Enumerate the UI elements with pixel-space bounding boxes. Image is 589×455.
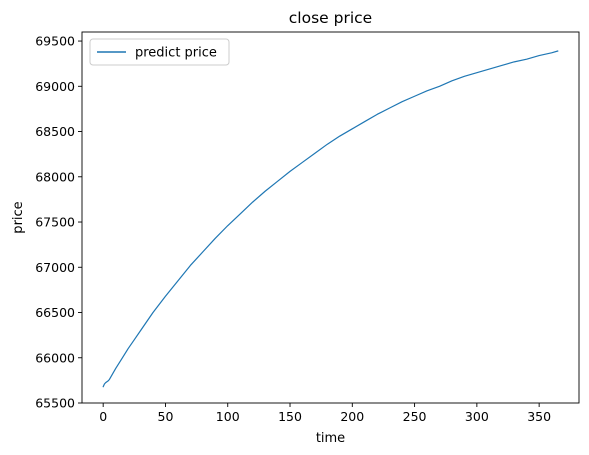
- x-tick-label-200: 200: [340, 409, 364, 424]
- y-tick-label-69000: 69000: [35, 79, 75, 94]
- x-axis-label: time: [316, 431, 345, 446]
- plot-area: [82, 32, 579, 403]
- y-tick-label-67500: 67500: [35, 215, 75, 230]
- x-tick-label-250: 250: [403, 409, 427, 424]
- y-tick-label-66500: 66500: [35, 305, 75, 320]
- x-tick-label-50: 50: [158, 409, 174, 424]
- y-tick-label-68000: 68000: [35, 169, 75, 184]
- x-tick-label-150: 150: [278, 409, 302, 424]
- x-tick-label-100: 100: [216, 409, 240, 424]
- y-tick-label-67000: 67000: [35, 260, 75, 275]
- x-tick-label-350: 350: [527, 409, 551, 424]
- y-axis-label: price: [11, 201, 26, 233]
- y-tick-label-68500: 68500: [35, 124, 75, 139]
- y-tick-label-69500: 69500: [35, 34, 75, 49]
- chart-title: close price: [289, 9, 372, 27]
- y-tick-label-66000: 66000: [35, 350, 75, 365]
- legend-label-predict-price: predict price: [135, 46, 217, 61]
- legend: predict price: [90, 39, 229, 65]
- y-tick-label-65500: 65500: [35, 396, 75, 411]
- x-tick-label-300: 300: [465, 409, 489, 424]
- x-tick-label-0: 0: [99, 409, 107, 424]
